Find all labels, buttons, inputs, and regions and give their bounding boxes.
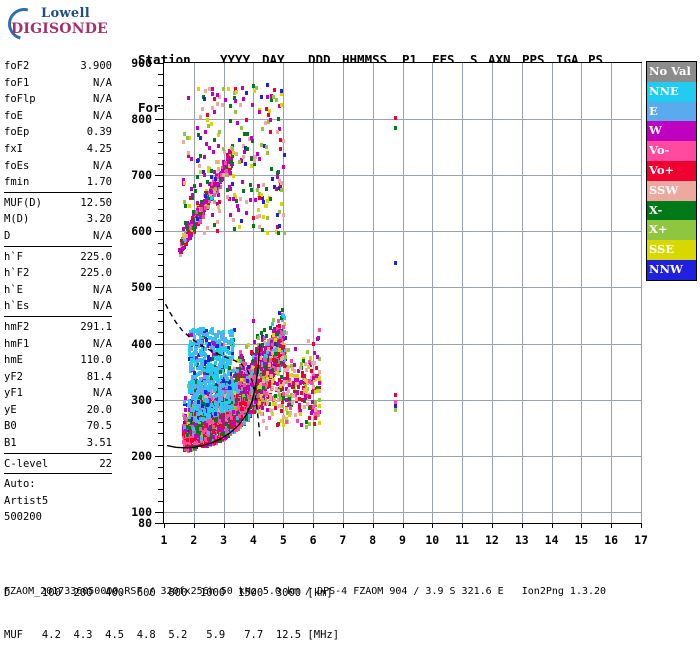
param-value: 291.1 [80,319,112,336]
param-value: 110.0 [80,352,112,369]
param-row-fmin: fmin 1.70 [4,174,112,191]
lowell-digisonde-logo: Lowell DIGISONDE [8,6,128,40]
param-key: foEs [4,158,29,175]
param-value: 0.39 [87,124,112,141]
param-row-fof2: foF2 3.900 [4,58,112,75]
param-value: 12.50 [80,195,112,212]
param-value: N/A [93,108,112,125]
param-key: h`F [4,249,23,266]
param-row-b0: B0 70.5 [4,418,112,435]
param-row-ye: yE 20.0 [4,402,112,419]
gridline-vertical [641,63,642,523]
param-row-m-d-: M(D) 3.20 [4,211,112,228]
param-key: h`F2 [4,265,29,282]
param-group-profile: hmF2 291.1 hmF1 N/A hmE 110.0 yF2 81.4 yF1 N/A yE 2… [4,319,112,452]
divider [4,453,112,454]
param-key: foE [4,108,23,125]
param-row-foe: foE N/A [4,108,112,125]
param-value: N/A [93,385,112,402]
param-value: 22 [99,456,112,473]
param-value: N/A [93,282,112,299]
param-row-c-level: C-level 22 [4,456,112,473]
logo-digisonde-text: DIGISONDE [11,21,108,37]
param-value: 3.20 [87,211,112,228]
auto-name: Artist5 [4,493,112,510]
logo-lowell-text: Lowell [41,6,90,21]
param-row-yf2: yF2 81.4 [4,369,112,386]
param-value: N/A [93,336,112,353]
param-value: N/A [93,228,112,245]
param-row-b1: B1 3.51 [4,435,112,452]
divider [4,473,112,474]
param-value: 81.4 [87,369,112,386]
param-group-muf: MUF(D) 12.50 M(D) 3.20 D N/A [4,195,112,245]
param-key: C-level [4,456,48,473]
param-row-foes: foEs N/A [4,158,112,175]
param-group-clevel: C-level 22 [4,456,112,473]
auto-code: 500200 [4,509,112,526]
param-key: hmE [4,352,23,369]
param-key: h`Es [4,298,29,315]
param-row-muf-d-: MUF(D) 12.50 [4,195,112,212]
ionogram-plot[interactable] [163,62,642,524]
param-key: fmin [4,174,29,191]
param-key: foF2 [4,58,29,75]
param-key: foEp [4,124,29,141]
param-value: 70.5 [87,418,112,435]
param-key: D [4,228,10,245]
param-value: 225.0 [80,249,112,266]
param-key: yF2 [4,369,23,386]
param-row-h-e: h`E N/A [4,282,112,299]
param-row-fxi: fxI 4.25 [4,141,112,158]
param-key: yF1 [4,385,23,402]
param-value: N/A [93,91,112,108]
param-value: N/A [93,158,112,175]
param-value: 4.25 [87,141,112,158]
param-value: 225.0 [80,265,112,282]
param-value: 20.0 [87,402,112,419]
param-row-hme: hmE 110.0 [4,352,112,369]
divider [4,246,112,247]
param-row-h-f2: h`F2 225.0 [4,265,112,282]
param-key: MUF(D) [4,195,42,212]
param-value: 1.70 [87,174,112,191]
param-value: N/A [93,75,112,92]
param-key: hmF2 [4,319,29,336]
param-key: M(D) [4,211,29,228]
param-key: B0 [4,418,17,435]
param-value: 3.51 [87,435,112,452]
param-value: N/A [93,298,112,315]
param-key: fxI [4,141,23,158]
auto-label: Auto: [4,476,112,493]
param-row-d: D N/A [4,228,112,245]
param-key: yE [4,402,17,419]
param-row-yf1: yF1 N/A [4,385,112,402]
param-group-virtual-heights: h`F 225.0 h`F2 225.0 h`E N/A h`Es N/A [4,249,112,315]
divider [4,316,112,317]
param-row-foep: foEp 0.39 [4,124,112,141]
divider [4,192,112,193]
param-row-hmf1: hmF1 N/A [4,336,112,353]
param-row-h-f: h`F 225.0 [4,249,112,266]
param-key: B1 [4,435,17,452]
param-key: hmF1 [4,336,29,353]
param-row-h-es: h`Es N/A [4,298,112,315]
param-key: foFlp [4,91,36,108]
param-key: h`E [4,282,23,299]
param-row-hmf2: hmF2 291.1 [4,319,112,336]
param-row-foflp: foFlp N/A [4,91,112,108]
param-row-fof1: foF1 N/A [4,75,112,92]
param-key: foF1 [4,75,29,92]
param-value: 3.900 [80,58,112,75]
